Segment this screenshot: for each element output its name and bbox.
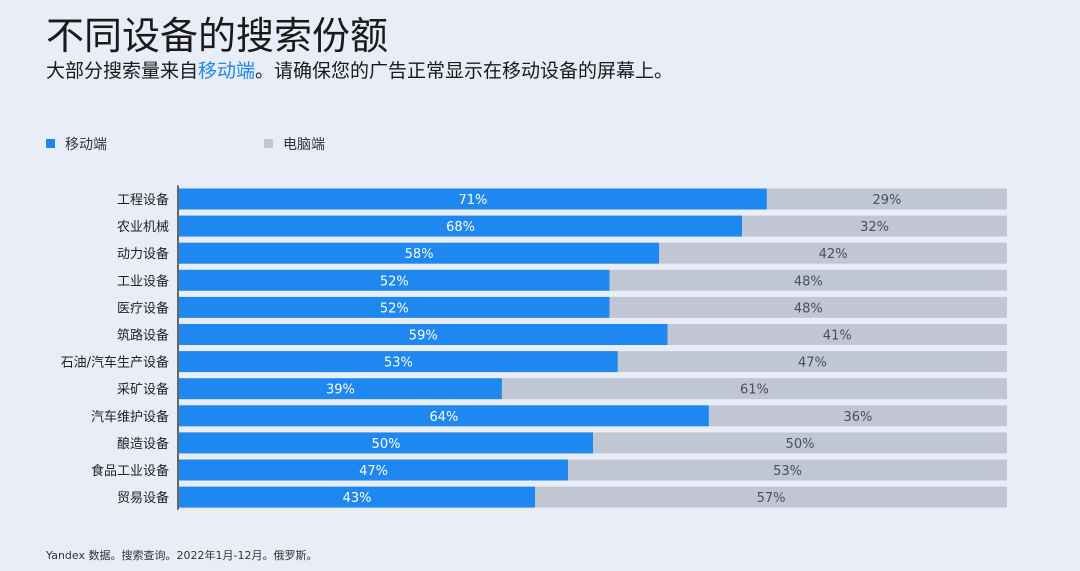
bar-mobile-0: [179, 188, 767, 210]
data-label-mobile-7: 39%: [326, 383, 355, 398]
data-label-desktop-1: 32%: [860, 220, 889, 235]
data-label-desktop-5: 41%: [823, 329, 852, 344]
data-label-desktop-3: 48%: [794, 274, 823, 289]
data-label-desktop-8: 36%: [844, 410, 873, 425]
data-label-mobile-9: 50%: [372, 437, 401, 452]
bar-desktop-3: [609, 269, 1007, 291]
data-label-mobile-4: 52%: [380, 301, 409, 316]
data-label-desktop-11: 57%: [757, 491, 786, 506]
data-label-mobile-5: 59%: [409, 329, 438, 344]
bar-mobile-1: [179, 215, 743, 237]
bar-mobile-11: [179, 486, 536, 508]
data-label-mobile-1: 68%: [446, 220, 475, 235]
bar-mobile-5: [179, 324, 668, 345]
data-label-mobile-6: 53%: [384, 356, 413, 371]
bar-desktop-11: [535, 486, 1007, 508]
category-label-9: 酿造设备: [117, 436, 169, 452]
bar-mobile-4: [179, 296, 610, 318]
data-label-desktop-10: 53%: [773, 464, 802, 479]
subtitle-highlight: 移动端: [198, 60, 256, 82]
category-label-11: 贸易设备: [117, 490, 169, 506]
subtitle-text-end: 。请确保您的广告正常显示在移动设备的屏幕上。: [255, 60, 674, 82]
category-label-4: 医疗设备: [117, 300, 169, 316]
data-label-desktop-9: 50%: [786, 437, 815, 452]
bar-mobile-7: [179, 378, 502, 400]
bar-mobile-9: [179, 432, 593, 454]
bar-mobile-10: [179, 459, 569, 481]
data-label-desktop-6: 47%: [798, 356, 827, 371]
category-label-5: 筑路设备: [117, 328, 169, 344]
bar-mobile-3: [179, 269, 610, 291]
data-label-mobile-0: 71%: [458, 193, 487, 208]
bar-desktop-8: [708, 405, 1007, 427]
data-label-mobile-10: 47%: [359, 464, 388, 479]
data-label-mobile-2: 58%: [405, 247, 434, 262]
legend-swatch-mobile: [46, 139, 55, 148]
bar-desktop-5: [667, 324, 1007, 345]
legend-item-desktop: 电脑端: [264, 136, 325, 154]
bar-desktop-1: [742, 215, 1007, 237]
bar-desktop-9: [593, 432, 1007, 454]
bar-mobile-2: [179, 242, 660, 264]
bar-desktop-0: [766, 188, 1007, 210]
bar-mobile-8: [179, 405, 709, 427]
data-label-desktop-0: 29%: [872, 193, 901, 208]
data-label-mobile-8: 64%: [430, 410, 459, 425]
legend-label-mobile: 移动端: [65, 137, 107, 153]
bar-desktop-10: [568, 459, 1007, 481]
page-title: 不同设备的搜索份额: [46, 14, 389, 58]
bar-desktop-6: [617, 351, 1007, 373]
legend-label-desktop: 电脑端: [283, 137, 325, 153]
category-label-1: 农业机械: [117, 220, 169, 235]
category-label-7: 采矿设备: [117, 382, 169, 398]
data-label-desktop-4: 48%: [794, 301, 823, 316]
bar-desktop-7: [501, 378, 1007, 400]
data-label-mobile-3: 52%: [380, 274, 409, 289]
data-label-desktop-2: 42%: [819, 247, 848, 262]
source-note: Yandex 数据。搜索查询。2022年1月-12月。俄罗斯。: [46, 549, 318, 562]
page-subtitle: 大部分搜索量来自移动端。请确保您的广告正常显示在移动设备的屏幕上。: [46, 58, 673, 84]
subtitle-text: 大部分搜索量来自: [46, 60, 199, 82]
data-label-mobile-11: 43%: [343, 491, 372, 506]
category-label-3: 工业设备: [117, 273, 169, 289]
category-label-2: 动力设备: [117, 246, 169, 262]
category-label-8: 汽车维护设备: [91, 409, 169, 425]
category-label-0: 工程设备: [117, 192, 169, 208]
bar-desktop-4: [609, 296, 1007, 318]
category-label-10: 食品工业设备: [91, 463, 169, 479]
bar-desktop-2: [659, 242, 1007, 264]
legend-item-mobile: 移动端: [46, 136, 107, 154]
bar-mobile-6: [179, 351, 618, 373]
data-label-desktop-7: 61%: [740, 383, 769, 398]
legend-swatch-desktop: [264, 139, 273, 148]
category-label-6: 石油/汽车生产设备: [61, 355, 169, 371]
